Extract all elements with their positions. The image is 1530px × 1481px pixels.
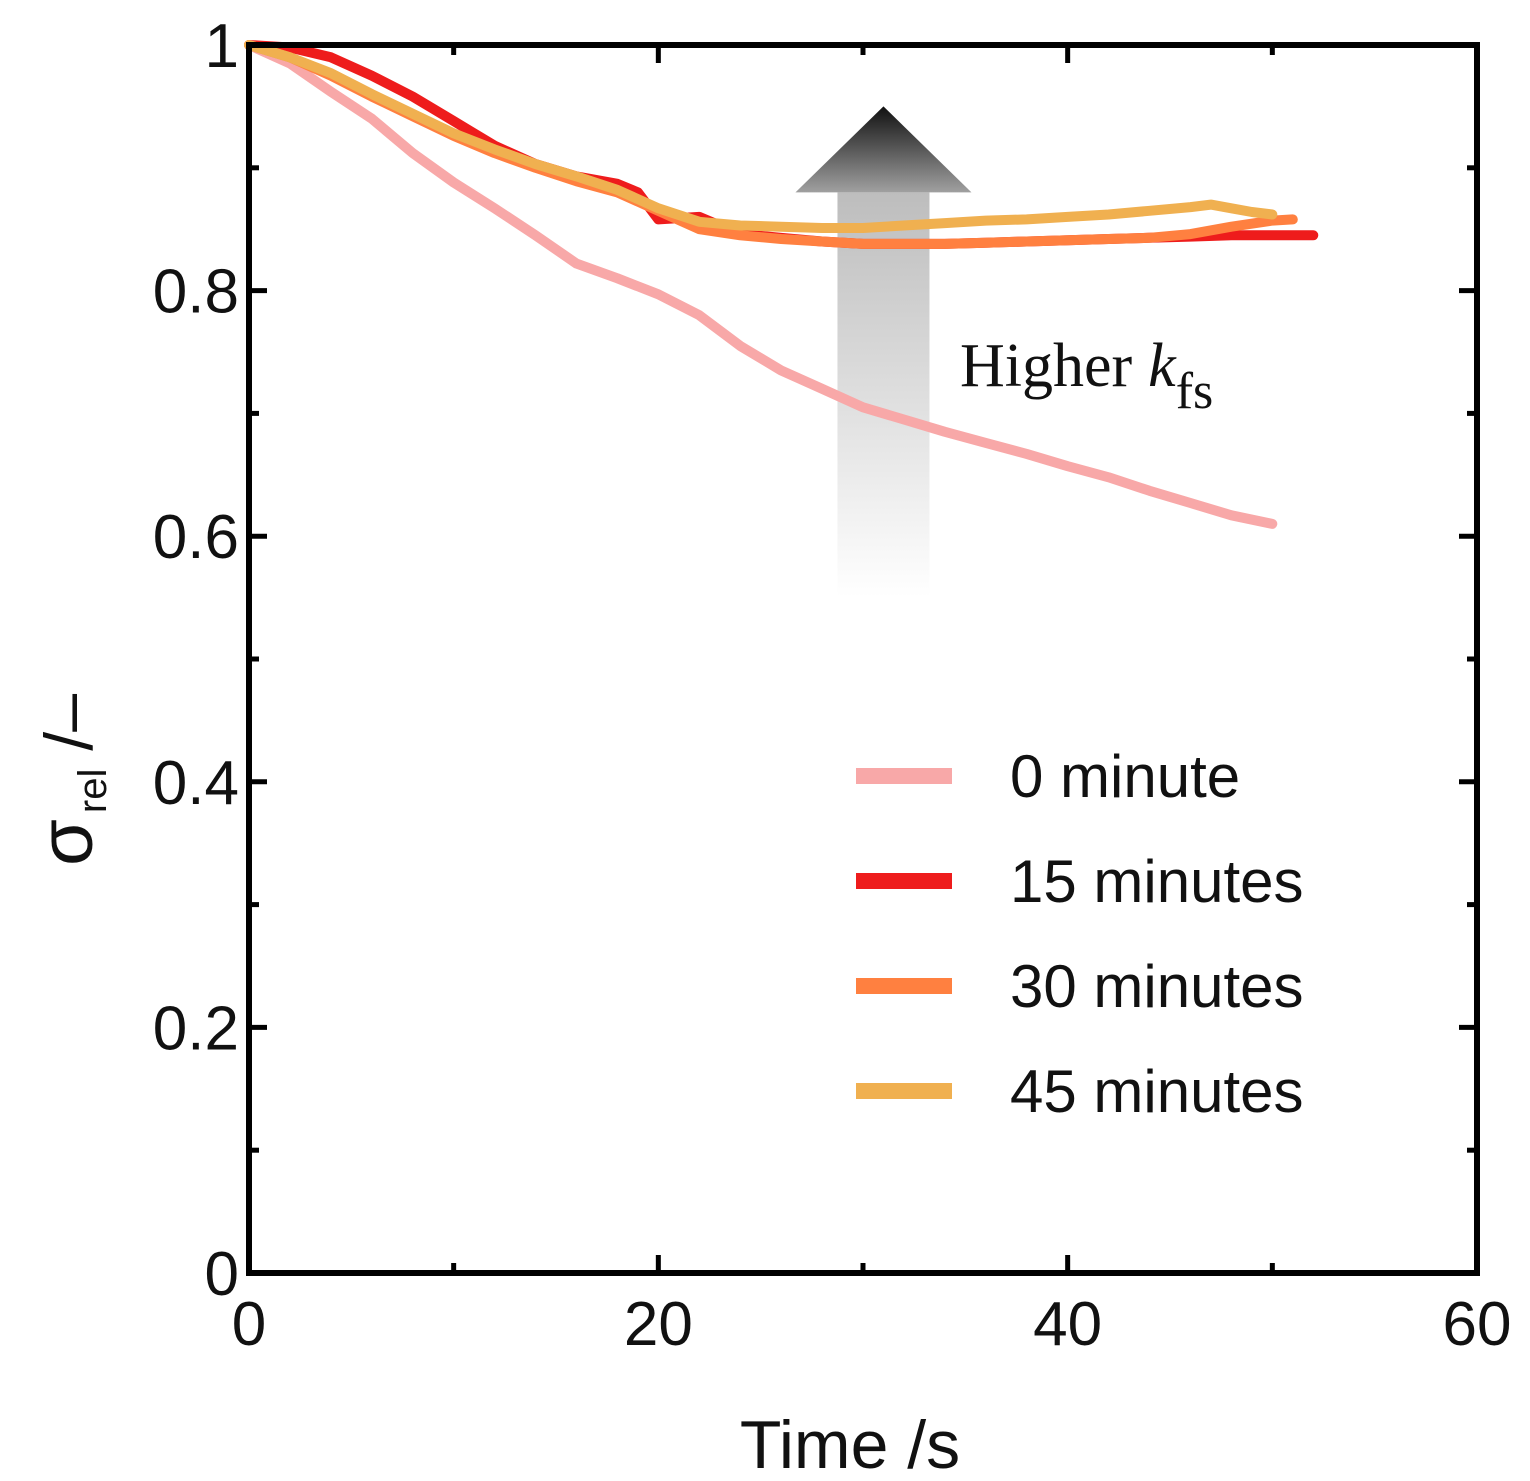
y-tick-label: 0.2 <box>153 994 239 1063</box>
legend-label-1: 15 minutes <box>1010 848 1304 915</box>
legend-label-0: 0 minute <box>1010 743 1240 810</box>
y-tick-label: 0.4 <box>153 749 239 818</box>
legend-label-2: 30 minutes <box>1010 953 1304 1020</box>
legend: 0 minute 15 minutes 30 minutes 45 minutes <box>856 743 1304 1125</box>
series-lines <box>244 40 1319 529</box>
annotation-label: Higher kfs <box>960 332 1213 420</box>
arrow-head <box>795 106 972 193</box>
annotation-subscript: fs <box>1176 363 1214 420</box>
series-line-3 <box>244 40 1278 233</box>
y-axis-subscript: rel <box>71 769 115 813</box>
x-axis-label: Time /s <box>740 1407 960 1481</box>
annotation-symbol: k <box>1148 332 1177 400</box>
y-axis-label: σ rel /– <box>24 694 115 866</box>
annotation-text: Higher <box>960 332 1133 400</box>
y-tick-label: 0 <box>205 1240 239 1309</box>
x-tick-label: 60 <box>1443 1290 1512 1359</box>
y-tick-label: 0.8 <box>153 258 239 327</box>
annotation-arrow <box>795 106 972 598</box>
y-axis-symbol: σ <box>24 819 109 866</box>
y-tick-label: 1 <box>205 12 239 81</box>
series-line-0 <box>244 40 1278 529</box>
legend-label-3: 45 minutes <box>1010 1058 1304 1125</box>
arrow-shaft <box>837 192 930 598</box>
y-axis-unit: /– <box>31 694 107 751</box>
x-tick-label: 40 <box>1033 1290 1102 1359</box>
y-tick-label: 0.6 <box>153 503 239 572</box>
x-tick-label: 20 <box>624 1290 693 1359</box>
tick-labels: 0 20 40 60 0 0.2 0.4 0.6 0.8 1 <box>153 12 1512 1359</box>
axes <box>246 42 1480 1276</box>
x-tick-label: 0 <box>232 1290 266 1359</box>
